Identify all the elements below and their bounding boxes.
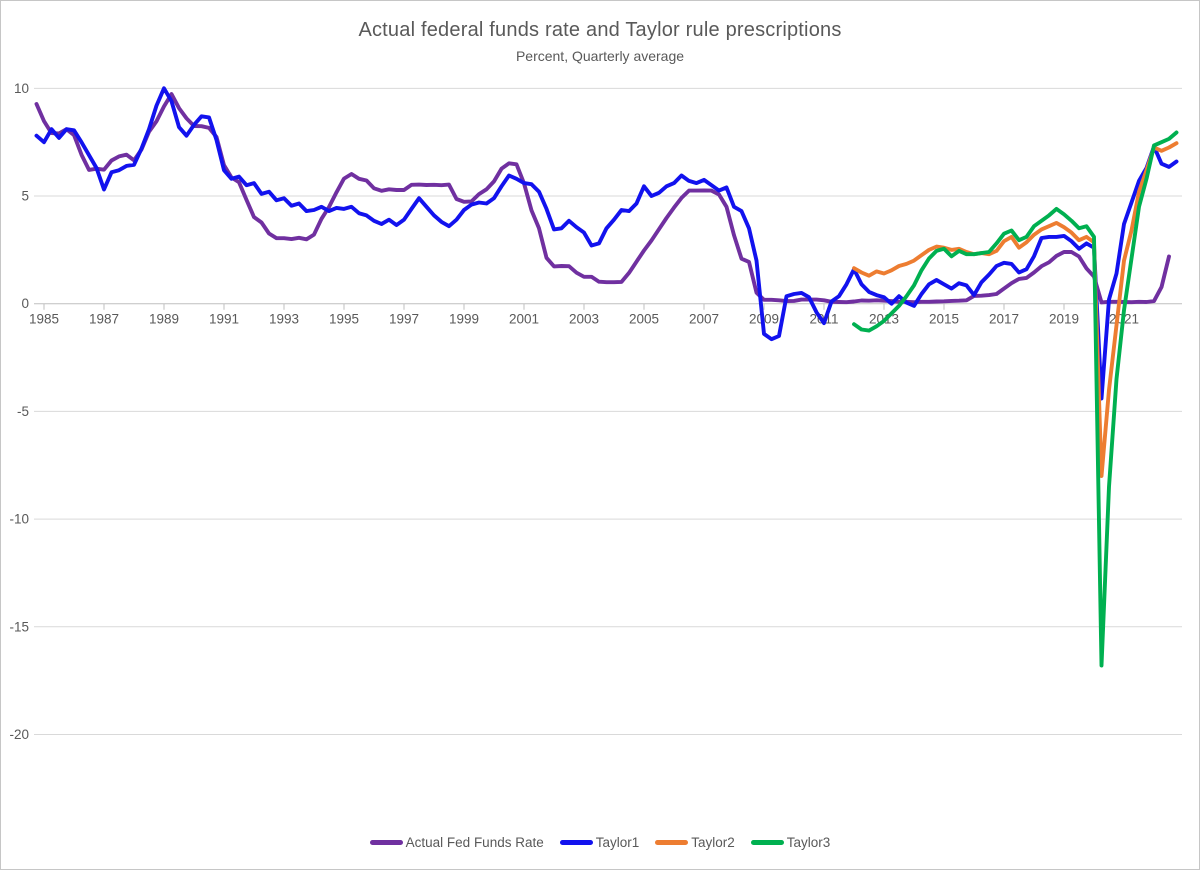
y-tick-label: -10 [9,512,29,527]
chart-subtitle: Percent, Quarterly average [515,48,685,64]
x-tick-label: 1999 [449,312,479,327]
legend-swatch-actual-fed-funds-rate [369,840,403,845]
series-line-taylor1 [34,86,1179,401]
x-tick-label: 2001 [509,312,539,327]
series-line-taylor2 [852,141,1179,478]
series-line-actual-fed-funds-rate [34,92,1171,305]
x-tick-label: 2015 [929,312,959,327]
x-tick-label: 2003 [569,312,599,327]
y-tick-label: -15 [9,619,29,634]
y-tick-label: -5 [17,404,29,419]
legend-item-taylor1: Taylor1 [559,835,640,850]
legend-item-taylor3: Taylor3 [750,835,831,850]
series-line-taylor3 [852,130,1179,668]
legend-label-actual-fed-funds-rate: Actual Fed Funds Rate [405,835,544,850]
legend-item-taylor2: Taylor2 [655,835,735,850]
chart-title: Actual federal funds rate and Taylor rul… [358,19,842,41]
legend-label-taylor3: Taylor3 [786,835,831,850]
x-tick-label: 1987 [89,312,119,327]
x-tick-label: 1991 [209,312,239,327]
legend-swatch-taylor1 [559,840,593,845]
x-tick-label: 1985 [29,312,59,327]
x-tick-label: 2019 [1049,312,1079,327]
y-tick-label: 0 [21,296,29,311]
x-tick-label: 1993 [269,312,299,327]
y-tick-label: 10 [14,81,29,96]
x-tick-label: 1989 [149,312,179,327]
y-tick-label: 5 [21,189,29,204]
x-tick-label: 1995 [329,312,359,327]
legend-swatch-taylor3 [750,840,784,845]
legend-label-taylor1: Taylor1 [595,835,640,850]
legend-swatch-taylor2 [655,840,689,845]
legend-item-actual-fed-funds-rate: Actual Fed Funds Rate [369,835,544,850]
x-axis-labels: 1985 1987 1989 1991 1993 1995 1997 1999 2001 2003… [29,303,1139,327]
y-axis-labels: 10 5 0 -5 -10 -15 -20 [9,81,29,742]
x-tick-label: 2007 [689,312,719,327]
y-tick-label: -20 [9,727,29,742]
gridlines [34,87,1182,735]
x-tick-label: 2017 [989,312,1019,327]
x-tick-label: 2005 [629,312,659,327]
x-tick-label: 1997 [389,312,419,327]
legend: Actual Fed Funds Rate Taylor1 Taylor2 Ta… [1,835,1199,850]
legend-label-taylor2: Taylor2 [691,835,735,850]
